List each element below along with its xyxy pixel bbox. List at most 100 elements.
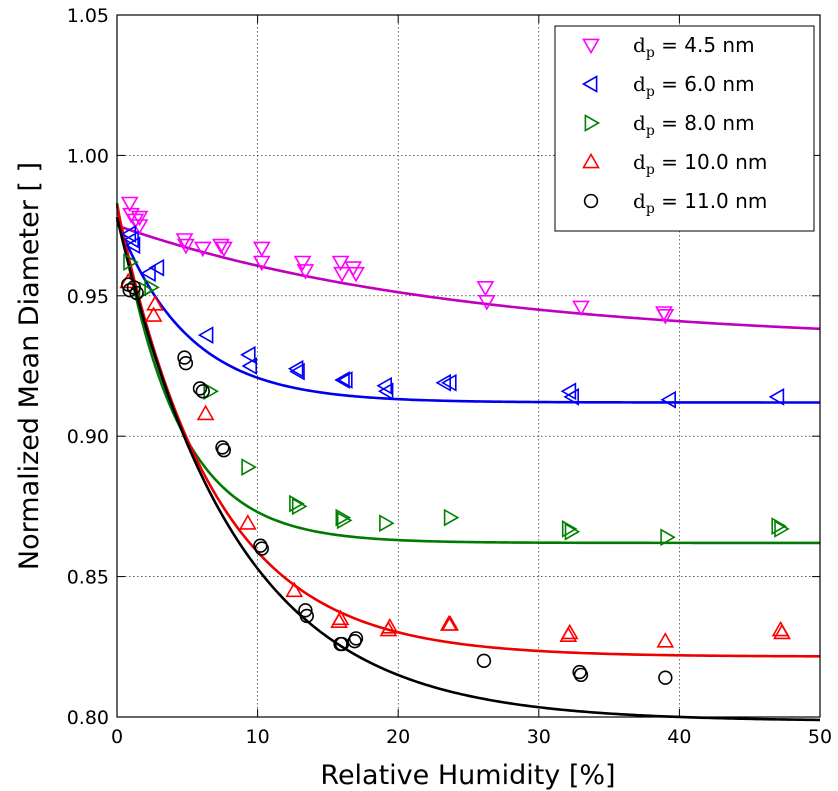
data-point-series-1 bbox=[126, 213, 145, 230]
data-point-series-5 bbox=[129, 285, 144, 301]
data-point-series-4 bbox=[144, 306, 163, 322]
fit-curve-series-4 bbox=[115, 205, 821, 658]
data-point-series-2 bbox=[123, 230, 139, 249]
data-point-series-4 bbox=[380, 617, 399, 634]
fit-curve-series-3 bbox=[115, 202, 820, 545]
data-points bbox=[119, 196, 791, 685]
legend-label-series-4: dp = 10.0 nm bbox=[633, 150, 767, 178]
data-point-series-2 bbox=[768, 388, 785, 406]
data-point-series-2 bbox=[140, 264, 156, 283]
data-point-series-2 bbox=[376, 376, 393, 395]
data-point-series-1 bbox=[347, 266, 365, 283]
data-point-series-5 bbox=[658, 670, 673, 685]
legend-label-series-1: dp = 4.5 nm bbox=[633, 33, 755, 61]
data-point-series-3 bbox=[336, 511, 353, 530]
y-tick-label: 0.80 bbox=[67, 707, 109, 729]
data-point-series-3 bbox=[144, 278, 160, 297]
data-point-series-4 bbox=[560, 623, 579, 640]
legend-box bbox=[554, 25, 815, 232]
data-point-series-3 bbox=[660, 528, 676, 547]
data-point-series-4 bbox=[441, 615, 460, 631]
data-point-series-1 bbox=[120, 196, 139, 213]
data-point-series-5 bbox=[254, 541, 269, 556]
data-point-series-2 bbox=[287, 359, 304, 378]
data-point-series-4 bbox=[773, 623, 791, 640]
y-tick-label: 1.00 bbox=[67, 145, 109, 167]
x-tick-label: 50 bbox=[808, 726, 832, 748]
y-tick-label: 1.05 bbox=[67, 5, 109, 27]
data-point-series-1 bbox=[175, 233, 194, 249]
legend-label-series-3: dp = 8.0 nm bbox=[633, 111, 755, 139]
data-point-series-1 bbox=[572, 300, 590, 317]
data-point-series-4 bbox=[146, 295, 164, 311]
x-tick-label: 20 bbox=[386, 726, 410, 748]
data-point-series-4 bbox=[196, 404, 215, 421]
data-point-series-1 bbox=[212, 238, 230, 255]
data-point-series-1 bbox=[177, 238, 195, 255]
data-point-series-1 bbox=[130, 210, 149, 227]
x-axis-label: Relative Humidity [%] bbox=[320, 760, 615, 791]
data-point-series-3 bbox=[561, 520, 578, 538]
fit-curves bbox=[115, 202, 821, 722]
data-point-series-3 bbox=[335, 508, 352, 527]
data-point-series-4 bbox=[238, 514, 257, 530]
data-point-series-5 bbox=[348, 631, 364, 646]
data-point-series-5 bbox=[195, 384, 210, 399]
data-point-series-3 bbox=[774, 520, 790, 538]
data-point-series-3 bbox=[123, 253, 139, 271]
data-point-series-3 bbox=[241, 458, 257, 476]
data-point-series-4 bbox=[285, 581, 304, 598]
data-point-series-5 bbox=[192, 381, 208, 396]
data-point-series-1 bbox=[477, 294, 496, 311]
data-point-series-2 bbox=[441, 373, 457, 392]
axis-ticks: 0 10 20 30 40 50 0.80 0.85 0.90 0.95 1.00 1.05 bbox=[67, 5, 832, 748]
legend-label-series-2: dp = 6.0 nm bbox=[633, 72, 755, 100]
data-point-series-1 bbox=[252, 255, 271, 272]
data-point-series-3 bbox=[379, 514, 395, 533]
y-tick-label: 0.95 bbox=[67, 286, 109, 308]
data-point-series-2 bbox=[435, 373, 452, 392]
x-tick-label: 30 bbox=[527, 726, 551, 748]
data-point-series-2 bbox=[148, 258, 165, 277]
data-point-series-4 bbox=[656, 632, 675, 648]
data-point-series-5 bbox=[178, 356, 194, 371]
data-point-series-1 bbox=[331, 255, 350, 272]
plot-frame bbox=[116, 14, 821, 718]
legend-marker-series-4 bbox=[582, 152, 600, 169]
data-point-series-1 bbox=[333, 266, 351, 283]
data-point-series-5 bbox=[298, 603, 313, 618]
data-point-series-3 bbox=[771, 517, 787, 535]
data-point-series-3 bbox=[443, 508, 460, 527]
data-point-series-1 bbox=[476, 280, 495, 297]
data-point-series-2 bbox=[337, 371, 353, 389]
legend-marker-series-3 bbox=[584, 114, 601, 132]
data-point-series-2 bbox=[124, 236, 141, 255]
data-point-series-2 bbox=[660, 390, 677, 409]
data-point-series-2 bbox=[197, 326, 214, 344]
data-point-series-1 bbox=[296, 264, 315, 280]
x-tick-label: 40 bbox=[667, 726, 691, 748]
y-tick-label: 0.90 bbox=[67, 426, 109, 448]
y-axis-label: Normalized Mean Diameter [ ] bbox=[14, 162, 45, 570]
data-point-series-3 bbox=[291, 497, 308, 516]
data-point-series-5 bbox=[573, 667, 589, 683]
data-point-series-3 bbox=[564, 522, 581, 541]
data-point-series-2 bbox=[240, 345, 256, 364]
x-tick-label: 0 bbox=[111, 726, 123, 748]
y-tick-label: 0.85 bbox=[67, 567, 109, 589]
fit-curve-series-2 bbox=[115, 219, 820, 404]
data-point-series-1 bbox=[656, 308, 675, 325]
legend-label-series-5: dp = 11.0 nm bbox=[633, 189, 767, 217]
legend: dp = 4.5 nm dp = 6.0 nm dp = 8.0 nm dp = 10… bbox=[554, 25, 815, 232]
data-point-series-3 bbox=[289, 494, 305, 513]
data-point-series-2 bbox=[563, 388, 580, 406]
data-point-series-1 bbox=[215, 241, 233, 258]
data-point-series-2 bbox=[334, 371, 350, 389]
data-point-series-1 bbox=[252, 241, 271, 258]
legend-marker-series-1 bbox=[582, 38, 600, 55]
data-point-series-1 bbox=[193, 241, 212, 258]
x-tick-label: 10 bbox=[246, 726, 270, 748]
data-point-series-5 bbox=[216, 443, 232, 458]
data-point-series-5 bbox=[476, 653, 492, 669]
fit-curve-series-1 bbox=[116, 224, 821, 331]
